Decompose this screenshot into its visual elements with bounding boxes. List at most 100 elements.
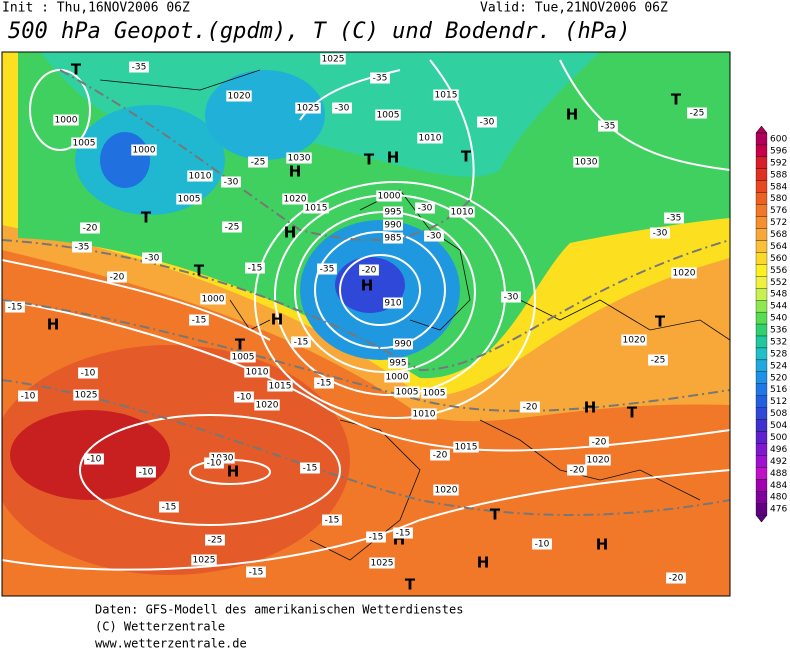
colorbar-box	[755, 323, 768, 337]
label-box	[71, 137, 97, 149]
colorbar-label: 504	[770, 421, 787, 431]
colorbar-label: 516	[770, 385, 787, 395]
contour-label: 1005	[73, 139, 96, 149]
label-box	[322, 514, 342, 526]
contour-label: -30	[653, 229, 668, 239]
contour-label: -20	[433, 451, 448, 461]
colorbar-box	[755, 407, 768, 420]
colorbar-box	[755, 156, 768, 170]
label-box	[671, 267, 697, 279]
label-box	[295, 102, 321, 114]
label-box	[415, 202, 435, 214]
pressure-center: T	[627, 404, 638, 422]
contour-label: 1005	[178, 195, 201, 205]
label-box	[411, 408, 437, 420]
pressure-center: H	[284, 224, 297, 242]
colorbar-box	[755, 216, 768, 229]
label-box	[303, 202, 329, 214]
contour-label: 1020	[587, 456, 610, 466]
contour-label: -35	[667, 214, 682, 224]
label-box	[501, 291, 521, 303]
label-box	[366, 531, 386, 543]
label-box	[234, 391, 254, 403]
contour-label: 1010	[246, 368, 269, 378]
label-box	[430, 449, 450, 461]
label-box	[320, 53, 346, 65]
colorbar-label: 500	[770, 433, 787, 443]
label-box	[520, 401, 540, 413]
contour-label: -30	[480, 118, 495, 128]
colorbar-box	[755, 419, 768, 432]
label-box	[394, 386, 420, 398]
contour-label: -30	[224, 178, 239, 188]
pressure-center: H	[361, 277, 374, 295]
colorbar-label: 552	[770, 278, 787, 288]
label-box	[383, 232, 403, 244]
label-box	[317, 263, 337, 275]
colorbar-label: 488	[770, 469, 787, 479]
contour-label: -10	[207, 459, 222, 469]
label-box	[72, 241, 92, 253]
colorbar-box	[755, 467, 768, 480]
label-box	[176, 193, 202, 205]
colorbar-box	[755, 503, 768, 516]
colorbar-box	[755, 359, 768, 372]
label-box	[433, 89, 459, 101]
contour-label: -15	[192, 316, 207, 326]
label-box	[417, 132, 443, 144]
contour-label: 1000	[133, 146, 156, 156]
label-box	[205, 534, 225, 546]
colorbar-box	[755, 347, 768, 361]
colorbar-label: 588	[770, 170, 787, 180]
colorbar-box	[755, 288, 768, 301]
pressure-center: T	[71, 61, 82, 79]
contour-label: -35	[601, 122, 616, 132]
label-box	[477, 116, 497, 128]
colorbar-label: 596	[770, 146, 787, 156]
colorbar-label: 564	[770, 242, 787, 252]
label-box	[5, 301, 25, 313]
colorbar-label: 584	[770, 182, 787, 192]
label-box	[246, 566, 266, 578]
label-box	[267, 380, 293, 392]
contour-label: -25	[651, 356, 666, 366]
contour-label: -30	[427, 232, 442, 242]
pressure-center: T	[671, 91, 682, 109]
colorbar-box	[755, 180, 768, 193]
colorbar-label: 572	[770, 218, 787, 228]
label-box	[131, 144, 157, 156]
contour-label: -35	[373, 74, 388, 84]
contour-label: 990	[384, 221, 401, 231]
label-box	[376, 190, 402, 202]
pressure-center: H	[289, 163, 302, 181]
contour-label: 1020	[228, 92, 251, 102]
contour-label: -10	[535, 540, 550, 550]
map-title: 500 hPa Geopot.(gpdm), T (C) und Bodendr…	[8, 19, 631, 44]
contour-label: -25	[251, 158, 266, 168]
colorbar-label: 496	[770, 445, 787, 455]
contour-label: 1000	[378, 192, 401, 202]
colorbar-box	[755, 491, 768, 504]
pressure-center: H	[477, 554, 490, 572]
pressure-center: H	[47, 316, 60, 334]
contour-label: 1020	[284, 195, 307, 205]
colorbar-box	[755, 443, 768, 456]
label-box	[200, 293, 226, 305]
colorbar-label: 548	[770, 290, 787, 300]
label-box	[159, 501, 179, 513]
label-box	[78, 367, 98, 379]
label-box	[383, 219, 403, 231]
contour-label: 1020	[673, 269, 696, 279]
contour-label: 1005	[396, 388, 419, 398]
colorbar-label: 556	[770, 266, 787, 276]
pressure-center: T	[490, 506, 501, 524]
contour-label: 1025	[322, 55, 345, 65]
contour-label: -15	[396, 529, 411, 539]
contour-label: -25	[225, 223, 240, 233]
contour-label: 1010	[189, 172, 212, 182]
pressure-center: H	[227, 463, 240, 481]
footer-copyright: (C) Wetterzentrale	[95, 620, 225, 634]
colorbar-label: 600	[770, 135, 787, 145]
contour-label: -20	[669, 574, 684, 584]
